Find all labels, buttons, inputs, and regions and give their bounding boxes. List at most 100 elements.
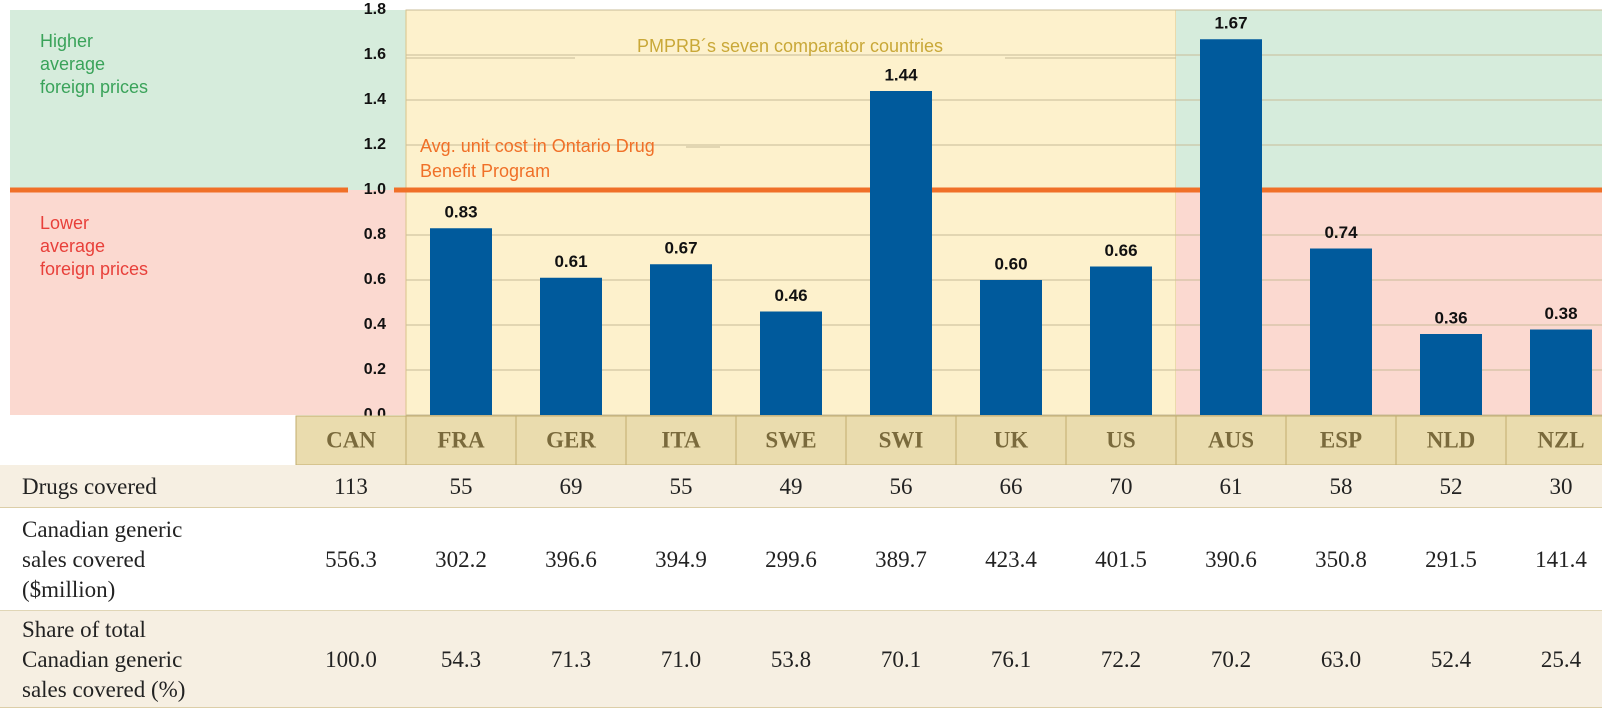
header-cell [955,415,1067,466]
x-tick-label: NZL [1537,427,1584,452]
header-cell [1395,415,1507,466]
y-tick-label: 1.2 [364,136,386,153]
table-cell: 76.1 [991,647,1031,672]
x-tick-label: ITA [661,427,701,452]
table-cell: 291.5 [1425,547,1477,572]
table-cell: 53.8 [771,647,811,672]
lower-label: Lower average foreign prices [40,213,149,279]
table-cell: 389.7 [875,547,927,572]
x-tick-label: UK [994,427,1029,452]
header-cell [625,415,737,466]
y-tick-label: 0.6 [364,271,386,288]
bar [650,264,712,415]
bar [760,311,822,415]
table-cell: 56 [890,474,913,499]
table-cell: 141.4 [1535,547,1587,572]
y-tick-label: 0.2 [364,361,386,378]
bar [1090,266,1152,415]
bar [1420,334,1482,415]
table-cell: 390.6 [1205,547,1257,572]
table-cell: 63.0 [1321,647,1361,672]
header-cell [295,415,407,466]
x-tick-label: SWE [765,427,816,452]
value-label: 0.36 [1434,308,1467,327]
higher-zone [10,10,406,190]
row-label: Share of total Canadian generic sales co… [22,616,186,702]
table-cell: 113 [334,474,368,499]
bar [430,228,492,415]
x-tick-label: SWI [879,427,924,452]
table-cell: 71.3 [551,647,591,672]
y-tick-label: 0.4 [364,316,386,333]
header-cell [1065,415,1177,466]
table-cell: 49 [780,474,803,499]
table-cell: 61 [1220,474,1243,499]
table-cell: 72.2 [1101,647,1141,672]
bar [1310,248,1372,415]
reference-label: Avg. unit cost in Ontario Drug Benefit P… [420,136,655,181]
x-tick-label: NLD [1427,427,1476,452]
table-cell: 25.4 [1541,647,1582,672]
header-cell [405,415,517,466]
y-tick-label: 1.4 [364,91,386,108]
table-cell: 100.0 [325,647,377,672]
bar [870,91,932,415]
y-tick-label: 0.8 [364,226,386,243]
table-cell: 58 [1330,474,1353,499]
table-cell: 299.6 [765,547,817,572]
table-cell: 394.9 [655,547,707,572]
table-cell: 302.2 [435,547,487,572]
table-cell: 54.3 [441,647,481,672]
lower-zone [10,190,406,415]
table-row [0,611,1602,708]
value-label: 0.46 [774,286,807,305]
y-tick-label: 1.8 [364,1,386,18]
y-tick-label: 1.6 [364,46,386,63]
y-tick-label: 1.0 [364,181,386,198]
table-cell: 350.8 [1315,547,1367,572]
value-label: 0.60 [994,254,1027,273]
table-cell: 70.2 [1211,647,1251,672]
x-tick-label: ESP [1320,427,1362,452]
table-cell: 401.5 [1095,547,1147,572]
header-cell [845,415,957,466]
table-cell: 30 [1550,474,1573,499]
table-cell: 66 [1000,474,1023,499]
table-cell: 55 [670,474,693,499]
value-label: 0.61 [554,252,587,271]
table-cell: 70.1 [881,647,921,672]
table-cell: 70 [1110,474,1133,499]
value-label: 0.38 [1544,304,1577,323]
higher-label: Higher average foreign prices [40,31,149,97]
header-cell [735,415,847,466]
row-label: Drugs covered [22,473,157,499]
value-label: 0.74 [1324,223,1358,242]
table-cell: 423.4 [985,547,1037,572]
comparator-label: PMPRB´s seven comparator countries [637,36,943,56]
table-cell: 52.4 [1431,647,1472,672]
x-tick-label: FRA [437,427,485,452]
table-cell: 71.0 [661,647,701,672]
x-tick-label: AUS [1208,427,1254,452]
table-row [0,465,1602,508]
row-label: Canadian generic sales covered ($million… [22,516,183,602]
value-label: 0.83 [444,203,477,222]
value-label: 0.66 [1104,241,1137,260]
x-tick-label: GER [546,427,596,452]
x-tick-label: US [1106,427,1135,452]
x-tick-label: CAN [326,427,376,452]
table-cell: 52 [1440,474,1463,499]
value-label: 0.67 [664,239,697,258]
bar [540,277,602,415]
table-row [0,508,1602,611]
value-label: 1.44 [884,65,918,84]
table-cell: 556.3 [325,547,377,572]
bar [1200,39,1262,415]
table-cell: 396.6 [545,547,597,572]
bar [1530,329,1592,415]
table-cell: 55 [450,474,473,499]
bar [980,280,1042,415]
table-cell: 69 [560,474,583,499]
